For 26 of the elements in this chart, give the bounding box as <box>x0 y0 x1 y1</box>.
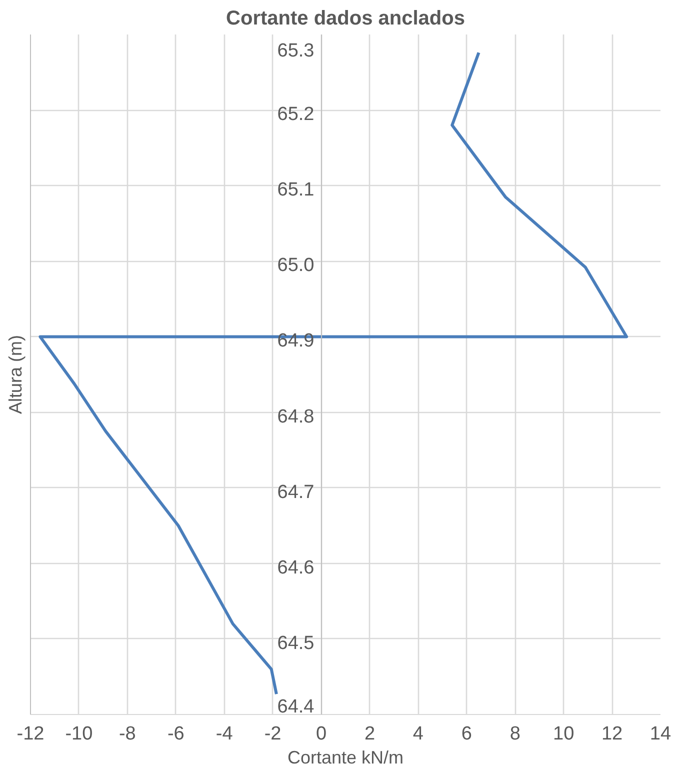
x-axis-title: Cortante kN/m <box>287 748 404 768</box>
x-tick-label: -2 <box>264 724 282 744</box>
x-tick-label: -10 <box>65 724 93 744</box>
x-tick-label: -12 <box>16 724 44 744</box>
y-tick-label: 64.7 <box>277 482 314 503</box>
y-tick-label: 65.3 <box>277 40 314 62</box>
y-tick-label: 64.6 <box>277 557 314 578</box>
x-tick-label: 6 <box>461 724 472 744</box>
x-tick-label: 12 <box>601 724 623 744</box>
x-tick-label: 10 <box>553 724 574 744</box>
y-tick-label: 65.2 <box>277 104 314 126</box>
x-tick-label: 2 <box>364 724 376 744</box>
y-tick-label: 64.5 <box>277 632 314 654</box>
chart-title: Cortante dados anclados <box>226 8 465 30</box>
y-tick-label: 65.1 <box>277 180 314 201</box>
x-tick-label: -6 <box>167 724 184 744</box>
x-tick-label: 8 <box>510 724 520 744</box>
x-tick-label: 4 <box>412 724 424 744</box>
x-tick-label: 0 <box>316 724 327 744</box>
y-tick-label: 64.4 <box>277 696 315 718</box>
y-axis-title: Altura (m) <box>6 334 26 414</box>
x-tick-label: -4 <box>216 724 234 744</box>
x-tick-label: 14 <box>650 724 672 744</box>
x-tick-label: -8 <box>118 724 136 744</box>
y-tick-label: 65.0 <box>277 255 314 276</box>
y-tick-label: 64.8 <box>277 406 314 428</box>
